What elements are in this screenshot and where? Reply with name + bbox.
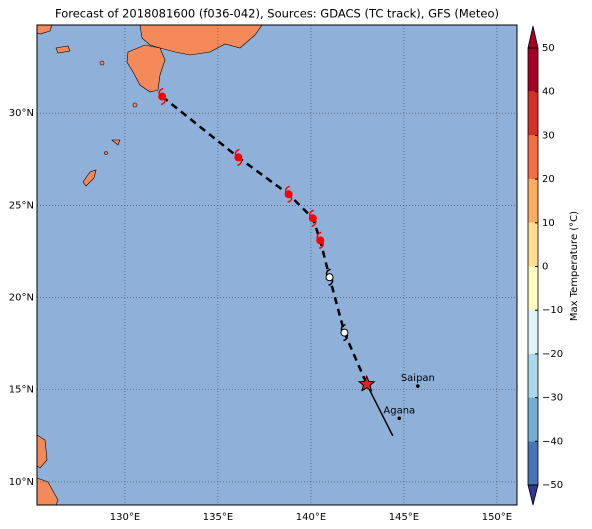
x-tick-label: 140°E <box>296 512 326 523</box>
colorbar-tick-label: 40 <box>542 87 555 98</box>
map-frame <box>36 24 518 506</box>
storm-marker <box>158 87 167 106</box>
colorbar-band <box>528 266 538 311</box>
colorbar-band <box>528 48 538 92</box>
storm-marker <box>325 268 334 286</box>
storm-eye <box>284 190 293 199</box>
colorbar-band <box>528 397 538 442</box>
track-past <box>161 95 368 385</box>
land <box>36 24 263 506</box>
colorbar-tick-label: 0 <box>542 262 548 273</box>
storm-marker <box>340 323 349 342</box>
colorbar-tick-label: −10 <box>542 305 563 316</box>
x-tick-label: 150°E <box>482 512 512 523</box>
colorbar-band <box>528 91 538 136</box>
colorbar-label: Max Temperature (°C) <box>569 211 580 321</box>
y-tick-label: 25°N <box>9 200 34 211</box>
storm-eye <box>158 92 167 101</box>
storm-eye <box>325 273 334 282</box>
colorbar-band <box>528 135 538 180</box>
place-dot <box>416 384 420 388</box>
colorbar-band <box>528 310 538 354</box>
colorbar-band <box>528 441 538 485</box>
colorbar-tick-label: −50 <box>542 480 563 491</box>
colorbar-band <box>528 222 538 267</box>
x-tick-label: 145°E <box>389 512 419 523</box>
ocean <box>37 25 517 505</box>
y-tick-label: 15°N <box>9 385 34 396</box>
colorbar-tick-label: 30 <box>542 130 555 141</box>
colorbar-tick-label: 10 <box>542 218 555 229</box>
storm-eye <box>308 214 317 223</box>
colorbar-tick-label: 50 <box>542 43 555 54</box>
place-label: Saipan <box>401 373 435 384</box>
title: Forecast of 2018081600 (f036-042), Sourc… <box>55 7 499 21</box>
colorbar-tick-label: 20 <box>542 174 555 185</box>
current-position <box>357 374 376 392</box>
colorbar-tick-label: −30 <box>542 393 563 404</box>
y-tick-label: 20°N <box>9 293 34 304</box>
y-tick-label: 30°N <box>9 108 34 119</box>
colorbar-tick-label: −40 <box>542 436 563 447</box>
storm-marker <box>308 209 317 227</box>
y-tick-label: 10°N <box>9 477 34 488</box>
storm-marker <box>284 185 293 203</box>
colorbar-tick-label: −20 <box>542 349 563 360</box>
place-label: Agana <box>383 405 415 416</box>
colorbar-band <box>528 179 538 223</box>
track-forecast <box>366 383 394 437</box>
x-tick-label: 130°E <box>110 512 140 523</box>
colorbar-extend-max <box>527 25 539 49</box>
colorbar-extend-min <box>527 484 539 506</box>
place-dot <box>397 416 402 421</box>
storm-eye <box>316 236 325 245</box>
storm-eye <box>340 328 349 337</box>
x-tick-label: 135°E <box>203 512 233 523</box>
storm-marker <box>316 231 325 250</box>
storm-marker <box>234 148 243 167</box>
colorbar-band <box>528 353 538 398</box>
storm-eye <box>234 153 243 162</box>
